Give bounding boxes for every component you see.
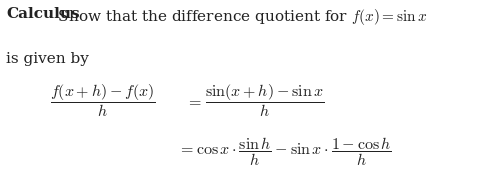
Text: $= \cos x \cdot\dfrac{\sin h}{h} - \sin x \cdot\dfrac{1-\cos h}{h}$: $= \cos x \cdot\dfrac{\sin h}{h} - \sin … [178, 135, 392, 168]
Text: $\dfrac{f(x+h)-f(x)}{h}$: $\dfrac{f(x+h)-f(x)}{h}$ [50, 82, 155, 119]
Text: $=$: $=$ [186, 92, 202, 109]
Text: $\dfrac{\sin(x+h)-\sin x}{h}$: $\dfrac{\sin(x+h)-\sin x}{h}$ [205, 82, 325, 119]
Text: is given by: is given by [6, 52, 89, 66]
Text: Show that the difference quotient for $f(x) = \sin x$: Show that the difference quotient for $f… [53, 7, 428, 27]
Text: Calculus: Calculus [6, 7, 80, 21]
